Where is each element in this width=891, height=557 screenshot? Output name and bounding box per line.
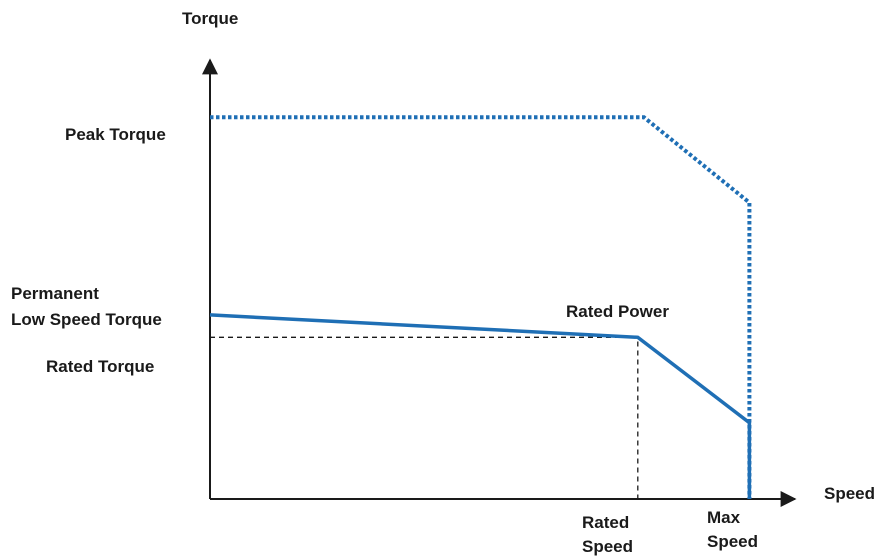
series-lines xyxy=(209,115,752,499)
rated-guide-line xyxy=(210,336,639,499)
guide-lines xyxy=(210,336,639,499)
peak-torque-line xyxy=(210,115,752,499)
permanent-torque-line xyxy=(209,313,752,499)
y-tick-label-rated-torque: Rated Torque xyxy=(46,357,154,376)
y-tick-label-peak-torque: Peak Torque xyxy=(65,125,166,144)
x-tick-label-speed-2: Speed xyxy=(707,532,758,551)
annotation-rated-power: Rated Power xyxy=(566,302,669,321)
x-tick-label-max: Max xyxy=(707,508,741,527)
x-tick-label-rated: Rated xyxy=(582,513,629,532)
x-tick-label-speed-1: Speed xyxy=(582,537,633,556)
y-tick-label-low-speed-torque: Low Speed Torque xyxy=(11,310,162,329)
x-axis-title: Speed xyxy=(824,484,875,503)
y-axis-title: Torque xyxy=(182,9,238,28)
y-tick-label-permanent: Permanent xyxy=(11,284,99,303)
